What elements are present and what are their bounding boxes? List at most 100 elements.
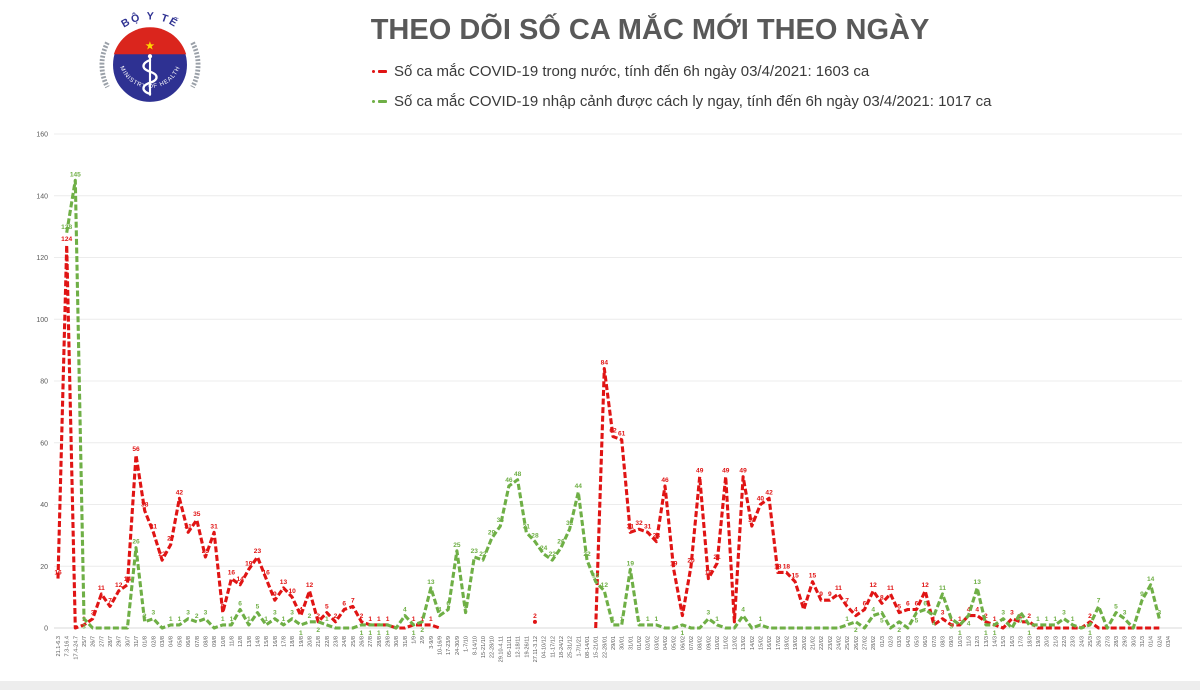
x-tick-label: 27/8: [368, 636, 374, 647]
x-tick-label: 04-10/12: [542, 636, 548, 658]
data-label-domestic: 12: [869, 582, 877, 589]
x-tick-label: 05/8: [177, 636, 183, 647]
x-tick-label: 14/8: [255, 636, 261, 647]
data-label-imported: 14: [1147, 576, 1155, 583]
y-tick-label: 160: [36, 132, 48, 139]
data-label-imported: 128: [61, 224, 72, 231]
line-chart: 0 20 40 60 80 100 120 140 160 21.1-6.3 7.3-16.4 17.…: [0, 122, 1200, 680]
x-tick-label: 21/02: [810, 636, 816, 650]
x-tick-label: 23/02: [828, 636, 834, 650]
data-label-imported: 3: [707, 610, 711, 617]
series-imported-line: [65, 178, 1161, 630]
data-label-imported: 5: [880, 618, 884, 625]
laurel-left-decoration: [99, 41, 110, 89]
data-label-imported: 1: [958, 630, 962, 637]
data-label-domestic: 1: [949, 616, 953, 623]
data-label-imported: 1: [325, 616, 329, 623]
x-tick-label: 23/3: [1071, 636, 1077, 647]
data-label-domestic: 31: [184, 523, 192, 530]
x-tick-label: 1/9: [412, 636, 418, 644]
x-tick-label: 08/02: [698, 636, 704, 650]
data-label-imported: 48: [514, 471, 522, 478]
data-label-imported: 1: [368, 630, 372, 637]
x-tick-label: 01/02: [637, 636, 643, 650]
data-label-imported: 3: [186, 610, 190, 617]
x-tick-label: 15/3: [1001, 636, 1007, 647]
legend-item-domestic: Số ca mắc COVID-19 trong nước, tính đến …: [372, 61, 869, 81]
data-label-imported: 6: [238, 600, 242, 607]
x-tick-label: 16/02: [767, 636, 773, 650]
data-label-domestic: 1: [958, 616, 962, 623]
data-label-domestic: 5: [897, 604, 901, 611]
data-label-imported: 3: [290, 610, 294, 617]
data-label-domestic: 10: [288, 588, 296, 595]
x-tick-label: 30/8: [394, 636, 400, 647]
page-title: THEO DÕI SỐ CA MẮC MỚI THEO NGÀY: [370, 14, 930, 46]
data-label-imported: 15: [592, 573, 600, 580]
data-label-imported: 13: [427, 579, 435, 586]
data-label-imported: 1: [1045, 616, 1049, 623]
data-label-imported: 46: [505, 477, 513, 484]
data-label-domestic: 4: [299, 607, 303, 614]
data-label-imported: 1: [637, 616, 641, 623]
data-label-imported: 1: [412, 630, 416, 637]
legend-label-imported: Số ca mắc COVID-19 nhập cảnh được cách l…: [394, 92, 992, 110]
data-label-imported: 4: [932, 621, 936, 628]
x-tick-label: 10/02: [715, 636, 721, 650]
x-tick-label: 31/01: [628, 636, 634, 650]
x-tick-label: 09/02: [706, 636, 712, 650]
data-label-domestic: 12: [922, 582, 930, 589]
data-label-domestic: 42: [765, 489, 773, 496]
x-tick-label: 2/9: [420, 636, 426, 644]
x-tick-label: 05-11/11: [507, 636, 513, 657]
data-label-imported: 26: [557, 539, 565, 546]
data-label-imported: 1: [759, 616, 763, 623]
data-label-domestic: 1: [420, 616, 424, 623]
x-tick-label: 12/02: [732, 636, 738, 650]
data-label-imported: 3: [1001, 610, 1005, 617]
x-tick-label: 27.11-3.12: [533, 636, 539, 662]
x-tick-label: 07/8: [195, 636, 201, 647]
data-label-imported: 1: [611, 616, 615, 623]
data-label-domestic: 7: [108, 597, 112, 604]
x-tick-label: 1-7/10: [464, 636, 470, 652]
x-tick-label: 08/3: [941, 636, 947, 647]
data-label-imported: 1: [299, 630, 303, 637]
data-label-domestic: 18: [774, 563, 782, 570]
data-label-imported: 3: [1123, 610, 1127, 617]
x-tick-label: 22/8: [325, 636, 331, 647]
data-label-domestic: 1: [377, 616, 381, 623]
x-tick-label: 20/8: [307, 636, 313, 647]
data-label-domestic: 62: [609, 428, 617, 435]
y-tick-label: 60: [40, 440, 48, 447]
data-label-domestic: 23: [202, 548, 210, 555]
data-label-imported: 1: [681, 630, 685, 637]
data-label-domestic: 31: [644, 523, 652, 530]
x-tick-label: 17/8: [281, 636, 287, 647]
data-label-domestic: 35: [193, 511, 201, 518]
data-label-domestic: 9: [273, 591, 277, 598]
data-label-domestic: 13: [280, 579, 288, 586]
x-tick-label: 11/3: [967, 636, 973, 646]
x-tick-label: 14/3: [993, 636, 999, 647]
x-tick-label: 18/8: [290, 636, 296, 647]
data-label-domestic: 49: [722, 468, 730, 475]
data-label-imported: 5: [1114, 604, 1118, 611]
data-label-domestic: 16: [54, 570, 62, 577]
data-label-imported: 29: [488, 529, 496, 536]
data-label-imported: 1: [1071, 616, 1075, 623]
x-tick-label: 26/02: [854, 636, 860, 650]
x-tick-label: 29.10-4.11: [498, 636, 504, 662]
data-label-domestic: 38: [141, 502, 149, 509]
x-tick-label: 19/3: [1036, 636, 1042, 647]
data-label-imported: 22: [479, 551, 487, 558]
x-tick-label: 11/02: [724, 636, 730, 650]
data-label-imported: 3: [204, 610, 208, 617]
data-label-domestic: 27: [167, 536, 175, 543]
data-label-imported: 1: [178, 616, 182, 623]
data-label-imported: 19: [627, 560, 635, 567]
data-label-imported: 1: [655, 616, 659, 623]
chart-header: ★ BỘ Y TẾ MINISTRY OF HEALTH THEO DÕI SỐ…: [0, 0, 1200, 125]
x-tick-label: 17.4-24.7: [73, 636, 79, 660]
